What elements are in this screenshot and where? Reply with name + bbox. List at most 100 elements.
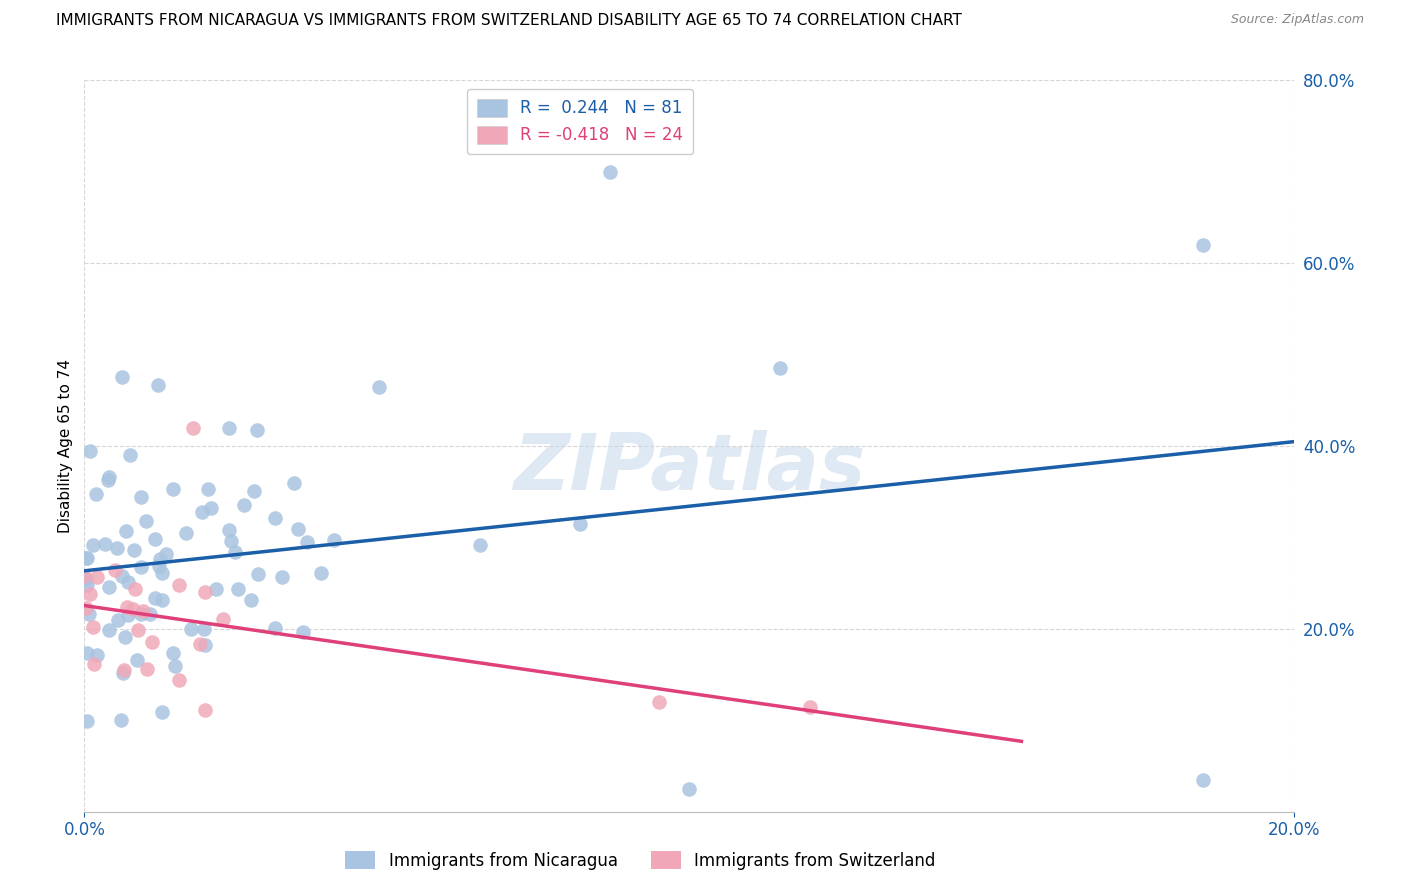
Point: [114, 630, 136, 644]
Point: [162, 646, 184, 660]
Point: [84, 487, 107, 501]
Point: [148, 558, 170, 573]
Point: [117, 607, 139, 622]
Point: [163, 659, 186, 673]
Point: [135, 514, 157, 528]
Point: [148, 552, 170, 566]
Point: [136, 662, 159, 676]
Point: [150, 593, 173, 607]
Point: [647, 695, 671, 709]
Point: [82, 538, 104, 552]
Point: [155, 547, 177, 561]
Point: [246, 423, 269, 437]
Point: [98, 580, 121, 594]
Point: [218, 523, 240, 537]
Point: [242, 483, 264, 498]
Point: [468, 538, 491, 552]
Point: [191, 505, 214, 519]
Point: [75, 600, 97, 615]
Point: [124, 543, 146, 558]
Point: [79, 587, 101, 601]
Point: [139, 607, 162, 621]
Point: [86, 569, 108, 583]
Point: [83, 657, 105, 671]
Point: [143, 591, 166, 606]
Point: [167, 673, 190, 687]
Point: [368, 380, 391, 394]
Point: [98, 470, 121, 484]
Point: [76, 646, 98, 660]
Point: [287, 522, 309, 536]
Point: [152, 566, 174, 580]
Point: [132, 604, 155, 618]
Point: [162, 482, 184, 496]
Point: [218, 421, 240, 435]
Point: [194, 639, 217, 653]
Point: [264, 621, 287, 635]
Point: [309, 566, 332, 581]
Y-axis label: Disability Age 65 to 74: Disability Age 65 to 74: [58, 359, 73, 533]
Point: [117, 575, 139, 590]
Point: [77, 607, 100, 621]
Point: [295, 535, 318, 549]
Point: [124, 582, 146, 597]
Point: [193, 622, 215, 636]
Point: [127, 623, 149, 637]
Point: [219, 534, 242, 549]
Point: [246, 566, 269, 581]
Point: [799, 699, 821, 714]
Point: [200, 500, 222, 515]
Point: [322, 533, 344, 548]
Point: [264, 510, 287, 524]
Point: [232, 498, 254, 512]
Point: [75, 551, 97, 566]
Point: [226, 582, 249, 596]
Point: [75, 572, 97, 586]
Point: [104, 563, 127, 577]
Point: [79, 444, 101, 458]
Point: [292, 625, 315, 640]
Point: [181, 421, 204, 435]
Point: [98, 623, 121, 637]
Point: [86, 648, 108, 662]
Point: [111, 569, 134, 583]
Point: [105, 541, 128, 555]
Point: [115, 600, 138, 615]
Point: [150, 705, 173, 719]
Point: [97, 473, 120, 487]
Point: [111, 369, 134, 384]
Point: [129, 607, 152, 622]
Text: IMMIGRANTS FROM NICARAGUA VS IMMIGRANTS FROM SWITZERLAND DISABILITY AGE 65 TO 74: IMMIGRANTS FROM NICARAGUA VS IMMIGRANTS …: [56, 13, 962, 29]
Point: [141, 635, 163, 649]
Point: [131, 490, 153, 504]
Point: [169, 578, 191, 592]
Point: [569, 516, 592, 531]
Point: [94, 537, 117, 551]
Point: [125, 653, 148, 667]
Point: [118, 448, 141, 462]
Point: [110, 713, 132, 727]
Text: Source: ZipAtlas.com: Source: ZipAtlas.com: [1230, 13, 1364, 27]
Point: [76, 578, 98, 592]
Legend: Immigrants from Nicaragua, Immigrants from Switzerland: Immigrants from Nicaragua, Immigrants fr…: [339, 845, 942, 877]
Point: [107, 613, 129, 627]
Point: [224, 545, 246, 559]
Point: [271, 570, 294, 584]
Point: [121, 602, 143, 616]
Point: [194, 702, 217, 716]
Point: [76, 551, 98, 566]
Point: [148, 377, 170, 392]
Point: [82, 620, 104, 634]
Point: [212, 612, 235, 626]
Point: [1191, 772, 1213, 787]
Point: [197, 482, 219, 496]
Point: [194, 584, 217, 599]
Point: [1191, 238, 1213, 252]
Point: [129, 560, 152, 574]
Point: [204, 582, 226, 596]
Point: [76, 714, 98, 728]
Point: [599, 165, 621, 179]
Point: [188, 637, 211, 651]
Point: [73, 569, 96, 583]
Point: [115, 524, 138, 539]
